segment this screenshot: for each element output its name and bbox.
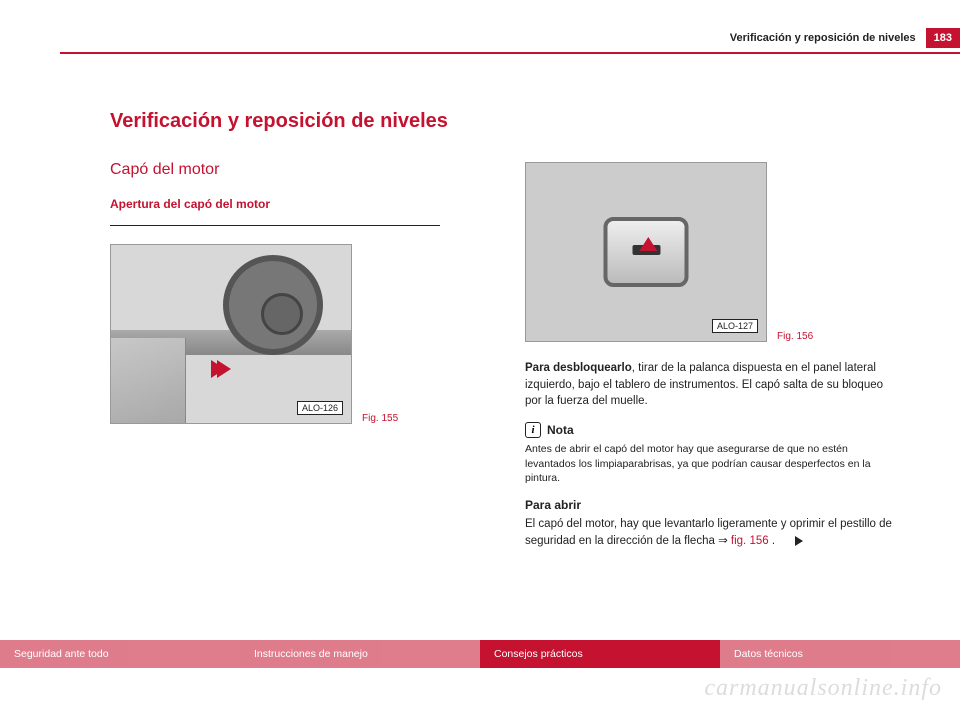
footer-nav: Seguridad ante todo Instrucciones de man… — [0, 640, 960, 668]
figure-156-image: ALO-127 — [525, 162, 767, 342]
footer-item-datos[interactable]: Datos técnicos — [720, 640, 960, 668]
info-icon: i — [525, 422, 541, 438]
left-column: Verificación y reposición de niveles Cap… — [110, 110, 485, 618]
unlock-bold: Para desbloquearlo — [525, 362, 632, 374]
page-number-badge: 183 — [926, 28, 960, 48]
note-text: Antes de abrir el capó del motor hay que… — [525, 442, 900, 486]
note-label: Nota — [547, 423, 574, 437]
content-area: Verificación y reposición de niveles Cap… — [110, 110, 900, 618]
latch-arrow-icon — [639, 237, 657, 251]
subsection-title: Apertura del capó del motor — [110, 197, 485, 211]
footer-item-seguridad[interactable]: Seguridad ante todo — [0, 640, 240, 668]
page-root: Verificación y reposición de niveles 183… — [0, 0, 960, 708]
open-heading: Para abrir — [525, 498, 900, 512]
figure-156-wrap: ALO-127 Fig. 156 — [525, 162, 900, 342]
steering-wheel-shape — [223, 255, 323, 355]
figure-156-caption: Fig. 156 — [777, 331, 813, 342]
figure-155-wrap: ALO-126 Fig. 155 — [110, 244, 485, 424]
right-column: ALO-127 Fig. 156 Para desbloquearlo, tir… — [525, 110, 900, 618]
unlock-paragraph: Para desbloquearlo, tirar de la palanca … — [525, 360, 900, 410]
figure-155-caption: Fig. 155 — [362, 413, 398, 424]
subsection-rule — [110, 225, 440, 226]
open-paragraph: El capó del motor, hay que levantarlo li… — [525, 516, 900, 549]
page-header: Verificación y reposición de niveles 183 — [730, 28, 960, 48]
open-text-pre: El capó del motor, hay que levantarlo li… — [525, 518, 892, 547]
figure-155-code: ALO-126 — [297, 401, 343, 415]
main-title: Verificación y reposición de niveles — [110, 110, 485, 133]
header-section-title: Verificación y reposición de niveles — [730, 32, 926, 44]
watermark-text: carmanualsonline.info — [704, 675, 942, 702]
footer-item-instrucciones[interactable]: Instrucciones de manejo — [240, 640, 480, 668]
badge-shape — [604, 217, 689, 287]
figure-155: ALO-126 Fig. 155 — [110, 244, 485, 424]
footer-item-consejos[interactable]: Consejos prácticos — [480, 640, 720, 668]
door-panel-shape — [111, 338, 186, 423]
figure-155-image: ALO-126 — [110, 244, 352, 424]
figure-156: ALO-127 Fig. 156 — [525, 162, 900, 342]
open-text-ref: fig. 156 — [731, 535, 769, 547]
section-title: Capó del motor — [110, 161, 485, 179]
continue-arrow-icon — [795, 536, 803, 546]
figure-156-code: ALO-127 — [712, 319, 758, 333]
open-text-post: . — [769, 535, 775, 547]
header-rule — [60, 52, 960, 54]
lever-arrow-icon — [211, 360, 225, 378]
note-heading: i Nota — [525, 422, 900, 438]
